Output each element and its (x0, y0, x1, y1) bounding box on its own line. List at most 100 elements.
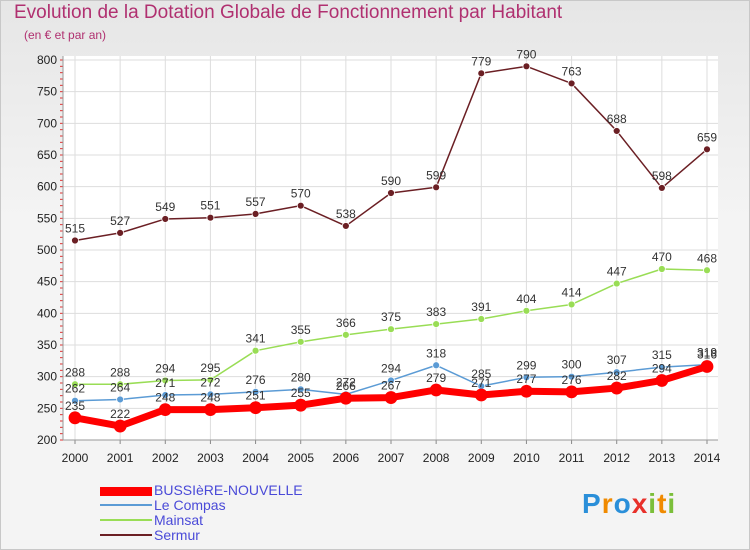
data-label: 235 (65, 399, 85, 413)
data-point (429, 383, 443, 397)
data-point (432, 361, 441, 370)
data-label: 271 (471, 376, 491, 390)
data-label: 294 (381, 361, 401, 375)
data-label: 288 (110, 365, 130, 379)
data-label: 285 (471, 367, 491, 381)
data-point (522, 306, 531, 315)
data-point (387, 376, 395, 385)
data-label: 294 (652, 361, 672, 375)
data-label: 414 (562, 285, 582, 299)
data-point (567, 300, 576, 309)
x-tick-label: 2002 (152, 451, 179, 465)
x-tick-label: 2001 (107, 451, 134, 465)
data-point (703, 145, 711, 154)
data-label: 538 (336, 207, 356, 221)
data-label: 551 (200, 199, 220, 213)
data-point (432, 320, 441, 329)
data-point (341, 222, 350, 230)
data-label: 276 (562, 373, 582, 387)
data-point (294, 398, 308, 412)
data-point (341, 330, 350, 339)
data-point (251, 346, 260, 355)
data-point (384, 391, 398, 404)
data-label: 262 (65, 382, 85, 396)
data-label: 318 (426, 346, 446, 360)
data-label: 222 (110, 407, 130, 421)
data-label: 515 (65, 222, 85, 236)
data-point (116, 228, 125, 237)
data-label: 790 (516, 47, 536, 61)
data-point (251, 387, 260, 396)
y-tick-label: 750 (37, 85, 57, 99)
data-label: 280 (291, 370, 311, 384)
x-tick-label: 2000 (62, 451, 89, 465)
chart-subtitle: (en € et par an) (24, 28, 107, 42)
y-tick-label: 700 (37, 116, 57, 130)
data-point (612, 368, 621, 377)
data-label: 282 (607, 369, 627, 383)
data-label: 763 (562, 64, 582, 78)
y-tick-label: 600 (37, 180, 57, 194)
data-label: 527 (110, 214, 130, 228)
logo-letter: o (613, 488, 632, 519)
proxiti-logo: Proxiti (582, 488, 676, 520)
data-label: 294 (155, 361, 175, 375)
x-tick-label: 2010 (513, 451, 540, 465)
data-label: 391 (471, 300, 491, 314)
data-label: 272 (200, 375, 220, 389)
data-label: 255 (291, 386, 311, 400)
data-label: 267 (381, 379, 401, 393)
y-tick-label: 500 (37, 243, 57, 257)
data-point (655, 374, 669, 387)
data-point (161, 215, 170, 223)
y-tick-label: 300 (37, 370, 57, 384)
data-point (477, 315, 486, 323)
data-point (206, 390, 215, 399)
data-point (71, 236, 79, 245)
data-point (612, 127, 621, 135)
data-label: 271 (155, 376, 175, 390)
data-point (71, 380, 79, 389)
data-point (522, 62, 531, 71)
data-label: 264 (110, 380, 130, 394)
logo-letter: i (667, 488, 677, 519)
data-point (387, 189, 395, 197)
data-label: 404 (516, 292, 536, 306)
data-label: 341 (246, 332, 266, 346)
data-label: 279 (426, 371, 446, 385)
data-point (387, 325, 395, 334)
data-label: 447 (607, 265, 627, 279)
data-label: 375 (381, 310, 401, 324)
data-label: 248 (200, 391, 220, 405)
data-label: 276 (246, 373, 266, 387)
data-label: 295 (200, 361, 220, 375)
data-point (612, 279, 621, 288)
data-point (158, 403, 172, 417)
data-label: 288 (65, 365, 85, 379)
data-point (657, 265, 666, 273)
y-tick-label: 400 (37, 306, 57, 320)
data-label: 590 (381, 174, 401, 188)
data-point (477, 69, 486, 78)
legend-label: Sermur (154, 527, 200, 543)
legend-swatch (100, 504, 152, 506)
data-label: 779 (471, 54, 491, 68)
data-point (474, 388, 488, 402)
x-tick-label: 2008 (423, 451, 450, 465)
logo-letter: r (601, 488, 614, 519)
x-tick-label: 2011 (559, 451, 585, 465)
data-point (432, 183, 441, 192)
data-point (520, 384, 533, 398)
data-label: 266 (336, 379, 356, 393)
y-tick-label: 550 (37, 211, 57, 225)
legend-label: Mainsat (154, 512, 204, 528)
x-tick-label: 2014 (694, 451, 721, 465)
legend-swatch (100, 519, 152, 521)
x-tick-label: 2007 (378, 451, 405, 465)
chart-title: Evolution de la Dotation Globale de Fonc… (14, 2, 563, 23)
data-point (565, 385, 578, 399)
logo-letter: x (631, 488, 649, 519)
data-label: 659 (697, 130, 717, 144)
data-point (206, 375, 215, 384)
